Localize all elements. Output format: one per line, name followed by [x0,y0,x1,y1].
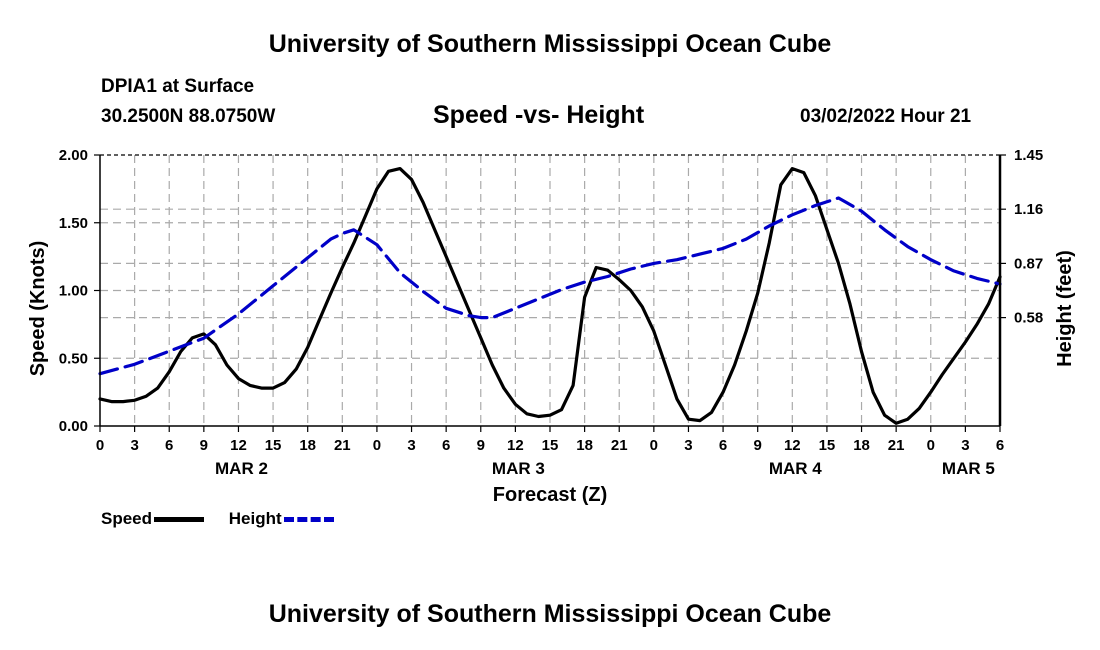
y-tick-label: 2.00 [59,147,88,164]
day-label: MAR 5 [942,459,995,478]
y2-axis-title: Height (feet) [1054,250,1076,367]
x-tick-label: 6 [442,437,450,454]
series-line-speed [98,167,1002,425]
x-tick-label: 6 [996,437,1004,454]
x-tick-label: 3 [684,437,692,454]
legend-height: Height [229,509,334,529]
x-tick-label: 9 [477,437,485,454]
x-tick-label: 0 [927,437,935,454]
y2-tick-label: 0.87 [1014,255,1043,272]
x-tick-label: 18 [576,437,593,454]
y2-tick-label: 1.45 [1014,147,1043,164]
x-tick-label: 0 [96,437,104,454]
x-tick-label: 15 [265,437,282,454]
day-label: MAR 3 [492,459,545,478]
coordinates-label: 30.2500N 88.0750W [101,106,276,127]
legend-speed-label: Speed [101,509,153,528]
y-tick-label: 1.00 [59,283,88,300]
x-tick-label: 0 [373,437,381,454]
page-title-top: University of Southern Mississippi Ocean… [268,30,832,58]
y-tick-label: 1.50 [59,215,88,232]
y2-tick-label: 1.16 [1014,201,1043,218]
x-tick-label: 18 [853,437,870,454]
legend-speed: Speed [101,509,205,529]
x-tick-label: 18 [299,437,316,454]
datetime-label: 03/02/2022 Hour 21 [800,106,972,127]
chart-title: Speed -vs- Height [433,101,645,129]
legend-speed-swatch [154,516,205,522]
x-tick-label: 3 [130,437,138,454]
x-tick-label: 21 [888,437,905,454]
x-tick-label: 9 [200,437,208,454]
x-tick-label: 0 [650,437,658,454]
x-tick-label: 9 [754,437,762,454]
day-label: MAR 4 [769,459,822,478]
y-tick-label: 0.00 [59,418,88,435]
legend-height-swatch [283,516,334,522]
x-tick-label: 12 [784,437,801,454]
day-label: MAR 2 [215,459,268,478]
x-tick-label: 3 [407,437,415,454]
x-tick-label: 15 [542,437,559,454]
page-title-bottom: University of Southern Mississippi Ocean… [268,600,832,628]
station-label: DPIA1 at Surface [101,76,255,97]
x-tick-label: 21 [611,437,628,454]
series-line-height [98,196,1002,376]
y-tick-label: 0.50 [59,350,88,367]
x-tick-label: 12 [230,437,247,454]
legend-height-label: Height [228,509,282,528]
x-tick-label: 6 [719,437,727,454]
x-axis-title: Forecast (Z) [493,484,607,506]
x-tick-label: 3 [961,437,969,454]
y-axis-title: Speed (Knots) [27,241,49,377]
x-tick-label: 15 [819,437,836,454]
legend: Speed Height [101,509,354,529]
x-tick-label: 6 [165,437,173,454]
x-tick-label: 21 [334,437,351,454]
x-tick-label: 12 [507,437,524,454]
y2-tick-label: 0.58 [1014,310,1043,327]
